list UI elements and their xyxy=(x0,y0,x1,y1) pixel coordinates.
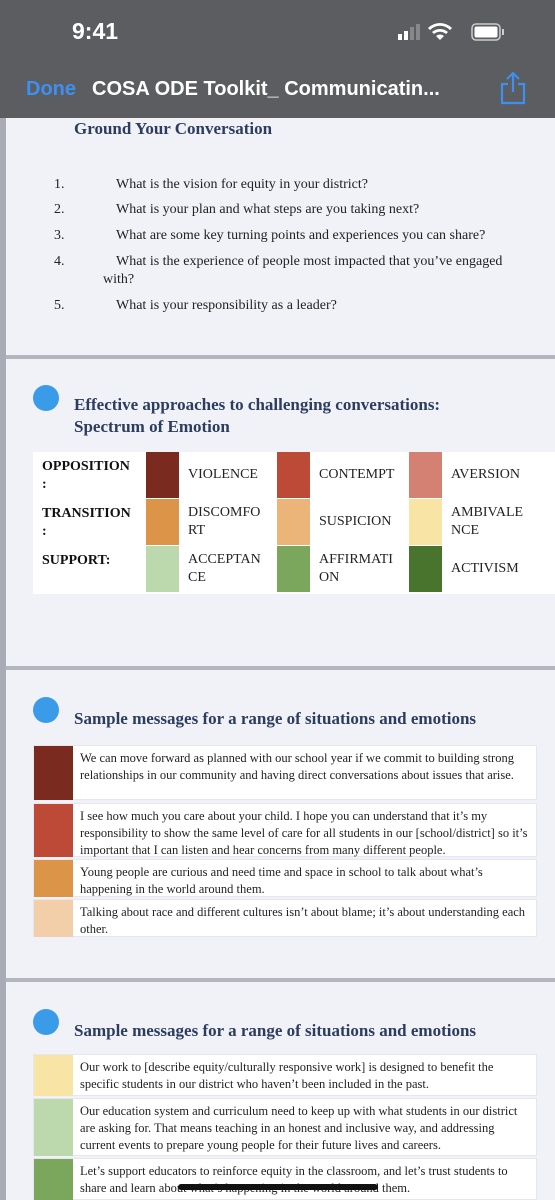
home-indicator xyxy=(178,1184,378,1190)
emotion-swatch xyxy=(146,546,179,592)
row-label: TRANSITION : xyxy=(42,506,131,539)
message-text: Talking about race and different culture… xyxy=(80,905,526,936)
emotion-label: DISCOMFORT xyxy=(188,505,261,538)
message-row: Let’s support educators to reinforce equ… xyxy=(33,1158,537,1200)
emotion-label: ACTIVISM xyxy=(451,561,519,576)
page-separator xyxy=(6,666,555,670)
message-swatch xyxy=(34,900,73,937)
emotion-label: AVERSION xyxy=(451,467,520,482)
emotion-swatch xyxy=(277,546,310,592)
message-swatch xyxy=(34,804,73,857)
message-row: Talking about race and different culture… xyxy=(33,899,537,937)
page-separator xyxy=(6,355,555,359)
time: 9:41 xyxy=(72,18,119,44)
list-number: 1. xyxy=(54,177,65,192)
list-item: What is your plan and what steps are you… xyxy=(116,202,420,217)
section-icon xyxy=(33,697,59,723)
message-swatch xyxy=(34,1159,73,1200)
message-swatch xyxy=(34,860,73,897)
list-item: What are some key turning points and exp… xyxy=(116,228,486,243)
emotion-label: SUSPICION xyxy=(319,514,392,529)
row-label: OPPOSITION : xyxy=(42,459,130,492)
share-button[interactable] xyxy=(498,70,528,106)
message-swatch xyxy=(34,1099,73,1156)
document-title: COSA ODE Toolkit_ Communicatin... xyxy=(92,78,440,100)
section-heading: Effective approaches to challenging conv… xyxy=(74,395,441,436)
section-heading: Ground Your Conversation xyxy=(74,119,273,138)
status-icons xyxy=(398,23,504,41)
emotion-swatch xyxy=(277,499,310,545)
list-item: What is the vision for equity in your di… xyxy=(116,177,368,192)
message-row: We can move forward as planned with our … xyxy=(33,745,537,800)
section-heading: Sample messages for a range of situation… xyxy=(74,709,477,728)
emotion-swatch xyxy=(409,546,442,592)
emotion-label: AFFIRMATION xyxy=(319,552,393,585)
emotion-swatch xyxy=(409,499,442,545)
list-number: 3. xyxy=(54,228,65,243)
list-number: 5. xyxy=(54,298,65,313)
emotion-label: CONTEMPT xyxy=(319,467,395,482)
list-number: 2. xyxy=(54,202,65,217)
message-text: We can move forward as planned with our … xyxy=(80,751,514,782)
row-label: SUPPORT: xyxy=(42,553,111,568)
message-swatch xyxy=(34,746,73,800)
message-text: Young people are curious and need time a… xyxy=(80,865,483,896)
section-heading: Sample messages for a range of situation… xyxy=(74,1021,477,1040)
list-item: What is your responsibility as a leader? xyxy=(116,298,337,313)
section-icon xyxy=(33,1009,59,1035)
page-edge xyxy=(0,118,6,1200)
message-text: I see how much you care about your child… xyxy=(80,809,528,857)
message-row: Young people are curious and need time a… xyxy=(33,859,537,897)
emotion-label: ACCEPTANCE xyxy=(188,552,261,585)
emotion-swatch xyxy=(409,452,442,498)
message-row: Our work to [describe equity/culturally … xyxy=(33,1054,537,1096)
emotion-label: VIOLENCE xyxy=(188,467,258,482)
list-item: What is the experience of people most im… xyxy=(103,254,503,287)
section-icon xyxy=(33,385,59,411)
emotion-swatch xyxy=(146,452,179,498)
emotion-label: AMBIVALENCE xyxy=(451,505,524,538)
message-text: Our education system and curriculum need… xyxy=(80,1104,518,1152)
message-text: Let’s support educators to reinforce equ… xyxy=(80,1164,508,1195)
top-bar xyxy=(0,0,555,118)
message-row: I see how much you care about your child… xyxy=(33,803,537,857)
list-number: 4. xyxy=(54,254,65,269)
emotion-swatch xyxy=(146,499,179,545)
emotion-table: OPPOSITION : VIOLENCE CONTEMPT AVERSION TRAN… xyxy=(33,452,555,594)
message-swatch xyxy=(34,1055,73,1096)
page-separator xyxy=(6,978,555,982)
done-button[interactable]: Done xyxy=(26,78,76,100)
message-row: Our education system and curriculum need… xyxy=(33,1098,537,1156)
emotion-swatch xyxy=(277,452,310,498)
message-text: Our work to [describe equity/culturally … xyxy=(80,1060,494,1091)
